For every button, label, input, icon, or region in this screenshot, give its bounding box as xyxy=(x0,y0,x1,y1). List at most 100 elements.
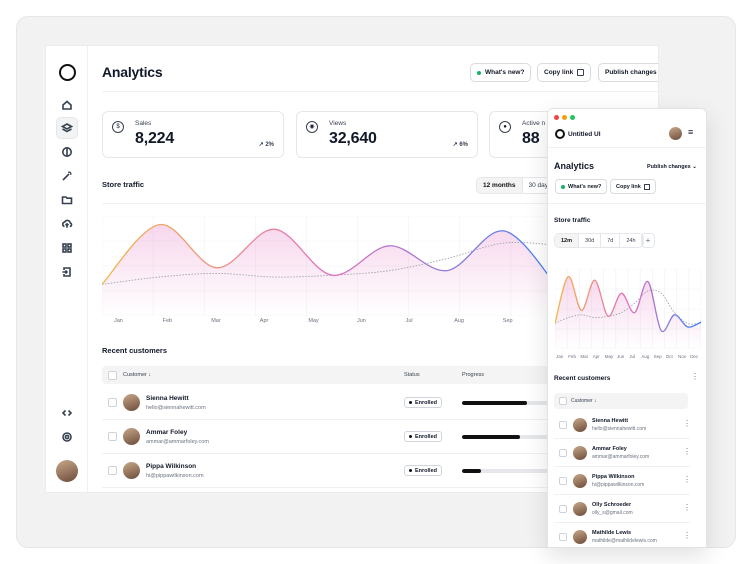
row-checkbox[interactable] xyxy=(108,398,117,407)
row-checkbox[interactable] xyxy=(559,421,567,429)
avatar xyxy=(123,428,140,445)
table-row[interactable]: Sienna Hewitt hello@siennahewitt.com ⋮ xyxy=(554,411,691,439)
grid-icon[interactable] xyxy=(56,237,78,259)
user-icon: ● xyxy=(499,121,511,133)
row-checkbox[interactable] xyxy=(108,432,117,441)
more-icon[interactable]: ⋮ xyxy=(691,372,699,381)
publish-label: Publish changes xyxy=(605,69,657,76)
minimize-window-button[interactable] xyxy=(562,115,567,120)
table-row[interactable]: Pippa Wilkinson hi@pippawilkinson.com Enro… xyxy=(102,454,572,488)
column-customer[interactable]: Customer ↓ xyxy=(123,372,151,378)
publish-changes-button[interactable]: Publish changes⌄ xyxy=(598,63,658,82)
file-import-icon[interactable] xyxy=(56,261,78,283)
row-checkbox[interactable] xyxy=(559,449,567,457)
status-dot-icon xyxy=(561,184,565,189)
copy-icon xyxy=(577,69,585,76)
row-checkbox[interactable] xyxy=(559,533,567,541)
select-all-checkbox[interactable] xyxy=(559,397,567,405)
upload-cloud-icon[interactable] xyxy=(56,213,78,235)
home-icon[interactable] xyxy=(56,94,78,116)
month-label: Aug xyxy=(641,354,650,359)
range-24h[interactable]: 24h xyxy=(620,234,643,247)
customer-email: olly_s@gmail.com xyxy=(592,510,633,516)
month-label: Oct xyxy=(665,354,673,359)
stat-label: Sales xyxy=(135,120,152,127)
publish-changes-button[interactable]: Publish changes ⌄ xyxy=(647,164,697,170)
code-icon[interactable] xyxy=(56,402,78,424)
more-icon[interactable]: ⋮ xyxy=(683,447,691,456)
column-customer[interactable]: Customer ↓ xyxy=(571,398,597,404)
more-icon[interactable]: ⋮ xyxy=(683,531,691,540)
stat-label: Active n xyxy=(522,120,546,127)
stat-value: 88 xyxy=(522,130,540,147)
range-12-months[interactable]: 12 months xyxy=(477,178,523,193)
avatar xyxy=(573,418,587,432)
range-12m[interactable]: 12m xyxy=(555,234,580,247)
more-icon[interactable]: ⋮ xyxy=(683,503,691,512)
page-title: Analytics xyxy=(554,161,595,171)
table-row[interactable]: Olly Schroeder olly_s@gmail.com ⋮ xyxy=(554,495,691,523)
range-selector: 12 months 30 day xyxy=(476,177,557,194)
logo-icon[interactable] xyxy=(555,129,565,139)
folder-icon[interactable] xyxy=(56,189,78,211)
row-checkbox[interactable] xyxy=(108,466,117,475)
month-label: Sep xyxy=(502,318,513,324)
more-icon[interactable]: ⋮ xyxy=(683,475,691,484)
arrow-down-icon: ↓ xyxy=(594,398,597,404)
arrow-down-icon: ↓ xyxy=(148,372,152,378)
customer-name: Olly Schroeder xyxy=(592,502,632,508)
row-checkbox[interactable] xyxy=(559,505,567,513)
stat-card-sales[interactable]: $ Sales 8,224 ↗ 2% xyxy=(102,111,284,158)
table-row[interactable]: Ammar Foley ammar@ammarfoley.com ⋮ xyxy=(554,439,691,467)
avatar[interactable] xyxy=(56,460,78,482)
series-line-previous xyxy=(555,289,701,325)
stat-change-value: 6% xyxy=(459,142,468,148)
whats-new-button[interactable]: What's new? xyxy=(555,179,608,194)
copy-link-label: Copy link xyxy=(544,69,574,76)
settings-icon[interactable] xyxy=(56,426,78,448)
month-label: Mar xyxy=(580,354,589,359)
customer-name: Pippa Wilkinson xyxy=(146,463,197,470)
copy-link-button[interactable]: Copy link xyxy=(610,179,656,194)
customer-name: Sienna Hewitt xyxy=(592,418,629,424)
table-row[interactable]: Pippa Wilkinson hi@pippawilkinson.com ⋮ xyxy=(554,467,691,495)
stat-card-views[interactable]: ◉ Views 32,640 ↗ 6% xyxy=(296,111,478,158)
range-7d[interactable]: 7d xyxy=(601,234,621,247)
sidebar xyxy=(46,46,88,492)
select-all-checkbox[interactable] xyxy=(108,371,117,380)
status-label: Enrolled xyxy=(415,399,438,406)
table-row[interactable]: Sienna Hewitt hello@siennahewitt.com Enrol… xyxy=(102,386,572,420)
layers-icon[interactable] xyxy=(56,117,78,139)
maximize-window-button[interactable] xyxy=(570,115,575,120)
status-dot-icon xyxy=(409,469,412,472)
brand-name: Untitled UI xyxy=(568,131,601,138)
eye-icon: ◉ xyxy=(306,121,318,133)
menu-icon[interactable]: ≡ xyxy=(688,127,694,137)
recent-customers-title: Recent customers xyxy=(102,346,168,355)
progress-fill xyxy=(462,401,528,405)
table-row[interactable]: Ammar Foley ammar@ammarfoley.com Enrolled xyxy=(102,420,572,454)
customer-email: hello@siennahewitt.com xyxy=(592,426,647,432)
customer-email: ammar@ammarfoley.com xyxy=(146,439,209,445)
month-label: Sep xyxy=(653,354,662,359)
logo-icon[interactable] xyxy=(59,64,76,81)
stat-label: Views xyxy=(329,120,347,127)
row-checkbox[interactable] xyxy=(559,477,567,485)
range-30d[interactable]: 30d xyxy=(579,234,602,247)
copy-link-button[interactable]: Copy link xyxy=(537,63,592,82)
status-dot-icon xyxy=(409,401,412,404)
magic-wand-icon[interactable] xyxy=(56,165,78,187)
month-label: Jul xyxy=(405,318,413,324)
more-icon[interactable]: ⋮ xyxy=(683,419,691,428)
whats-new-label: What's new? xyxy=(485,69,525,76)
whats-new-button[interactable]: What's new? xyxy=(470,63,532,82)
mobile-window: Untitled UI ≡ Analytics Publish changes … xyxy=(547,108,707,548)
store-traffic-chart xyxy=(555,269,701,349)
pie-chart-icon[interactable] xyxy=(56,141,78,163)
month-label: Jul xyxy=(629,354,635,359)
close-window-button[interactable] xyxy=(554,115,559,120)
avatar[interactable] xyxy=(669,127,682,140)
add-icon[interactable]: + xyxy=(641,233,655,248)
table-row[interactable]: Mathilde Lewis mathilde@mathildelewis.com… xyxy=(554,523,691,547)
table-header: Customer ↓ xyxy=(554,393,688,409)
